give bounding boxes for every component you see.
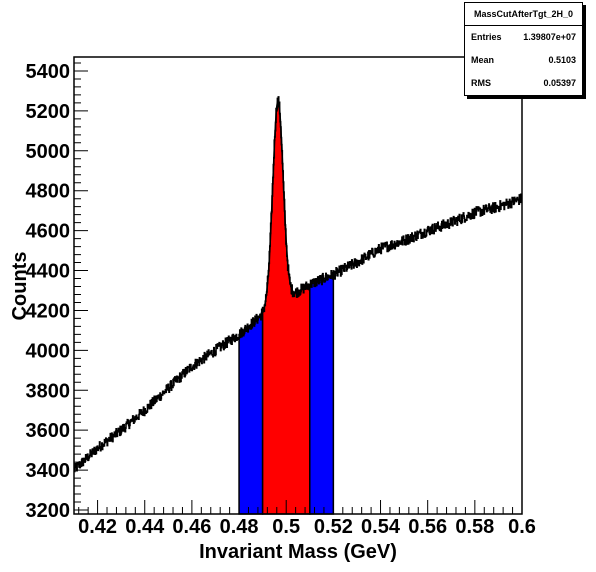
y-tick-label: 5200	[26, 101, 71, 123]
x-tick-label: 0.5	[272, 516, 300, 538]
y-tick-label: 3400	[26, 460, 71, 482]
x-tick-label: 0.44	[125, 516, 165, 538]
x-tick-label: 0.6	[508, 516, 536, 538]
stats-label: Mean	[471, 55, 495, 65]
axis-ticks	[74, 62, 523, 514]
y-tick-label: 3800	[26, 380, 71, 402]
stats-value: 0.5103	[548, 55, 576, 65]
x-tick-label: 0.48	[220, 516, 259, 538]
y-axis-title: Counts	[9, 252, 31, 321]
stats-row-rms: RMS 0.05397	[465, 72, 582, 95]
y-tick-label: 4800	[26, 181, 71, 203]
y-tick-label: 5400	[26, 61, 71, 83]
region-signal	[261, 98, 311, 515]
stats-row-mean: Mean 0.5103	[465, 49, 582, 72]
x-tick-label: 0.56	[408, 516, 447, 538]
y-tick-label: 4000	[26, 340, 71, 362]
y-tick-label: 5000	[26, 141, 71, 163]
histogram-line	[73, 96, 523, 473]
y-tick-label: 3600	[26, 420, 71, 442]
y-tick-label: 4200	[26, 300, 71, 322]
stats-title: MassCutAfterTgt_2H_0	[465, 3, 582, 26]
x-tick-label: 0.46	[172, 516, 211, 538]
stats-row-entries: Entries 1.39807e+07	[465, 26, 582, 49]
x-tick-label: 0.58	[455, 516, 494, 538]
x-tick-label: 0.42	[78, 516, 117, 538]
stats-label: RMS	[471, 78, 491, 88]
plot-frame	[73, 56, 523, 515]
stats-box: MassCutAfterTgt_2H_0 Entries 1.39807e+07…	[464, 2, 583, 96]
region-sideband-left	[238, 311, 264, 515]
x-tick-label: 0.52	[314, 516, 353, 538]
stats-value: 0.05397	[543, 78, 576, 88]
y-tick-label: 4400	[26, 261, 71, 283]
y-tick-label: 4600	[26, 221, 71, 243]
stats-label: Entries	[471, 32, 502, 42]
stats-value: 1.39807e+07	[523, 32, 576, 42]
x-axis-title: Invariant Mass (GeV)	[199, 541, 397, 563]
y-tick-label: 3200	[26, 500, 71, 522]
x-tick-label: 0.54	[361, 516, 401, 538]
region-sideband-right	[309, 273, 335, 515]
